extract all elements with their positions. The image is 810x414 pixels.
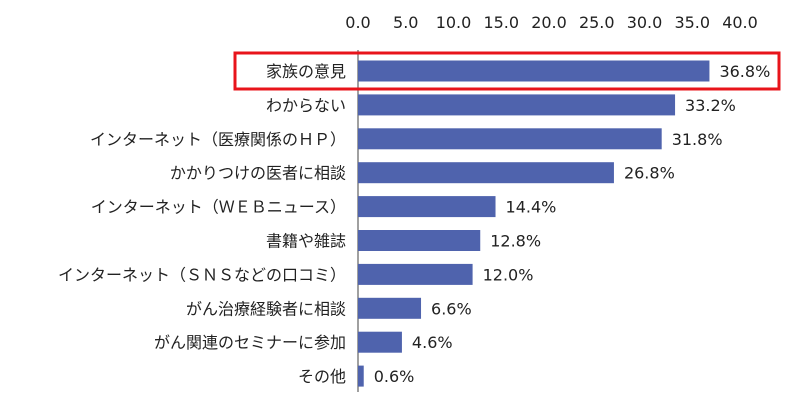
x-tick-label: 10.0	[436, 13, 472, 32]
data-label: 6.6%	[431, 299, 472, 318]
x-tick-label: 5.0	[393, 13, 418, 32]
bar	[358, 263, 473, 285]
x-tick-label: 35.0	[674, 13, 710, 32]
bar	[358, 196, 496, 218]
category-label: かかりつけの医者に相談	[170, 164, 346, 183]
data-label: 31.8%	[672, 130, 723, 149]
data-label: 26.8%	[624, 164, 675, 183]
category-label: インターネット（ＷＥＢニュース）	[91, 198, 346, 217]
bar	[358, 128, 662, 150]
bar	[358, 162, 614, 184]
data-label: 0.6%	[374, 367, 415, 386]
data-label: 12.8%	[490, 232, 541, 251]
bar	[358, 94, 676, 116]
x-tick-label: 30.0	[627, 13, 663, 32]
data-label: 12.0%	[483, 265, 534, 284]
bar	[358, 60, 710, 82]
category-label: わからない	[266, 96, 346, 115]
data-label: 33.2%	[685, 96, 736, 115]
category-label: 家族の意見	[266, 62, 346, 81]
x-tick-label: 25.0	[579, 13, 615, 32]
category-label: 書籍や雑誌	[266, 232, 346, 251]
category-label: がん関連のセミナーに参加	[154, 333, 346, 352]
x-tick-label: 20.0	[531, 13, 567, 32]
bar	[358, 331, 402, 353]
x-tick-label: 15.0	[483, 13, 519, 32]
bar	[358, 297, 422, 319]
category-label: その他	[298, 367, 346, 386]
x-tick-label: 0.0	[345, 13, 370, 32]
category-label: がん治療経験者に相談	[186, 299, 346, 318]
bar	[358, 230, 481, 251]
category-label: インターネット（ＳＮＳなどの口コミ）	[58, 265, 346, 284]
data-label: 4.6%	[412, 333, 453, 352]
bar	[358, 365, 364, 387]
x-tick-label: 40.0	[722, 13, 758, 32]
data-label: 14.4%	[506, 198, 557, 217]
data-label: 36.8%	[719, 62, 770, 81]
category-label: インターネット（医療関係のＨＰ）	[90, 130, 346, 149]
highlight-box	[233, 51, 781, 91]
